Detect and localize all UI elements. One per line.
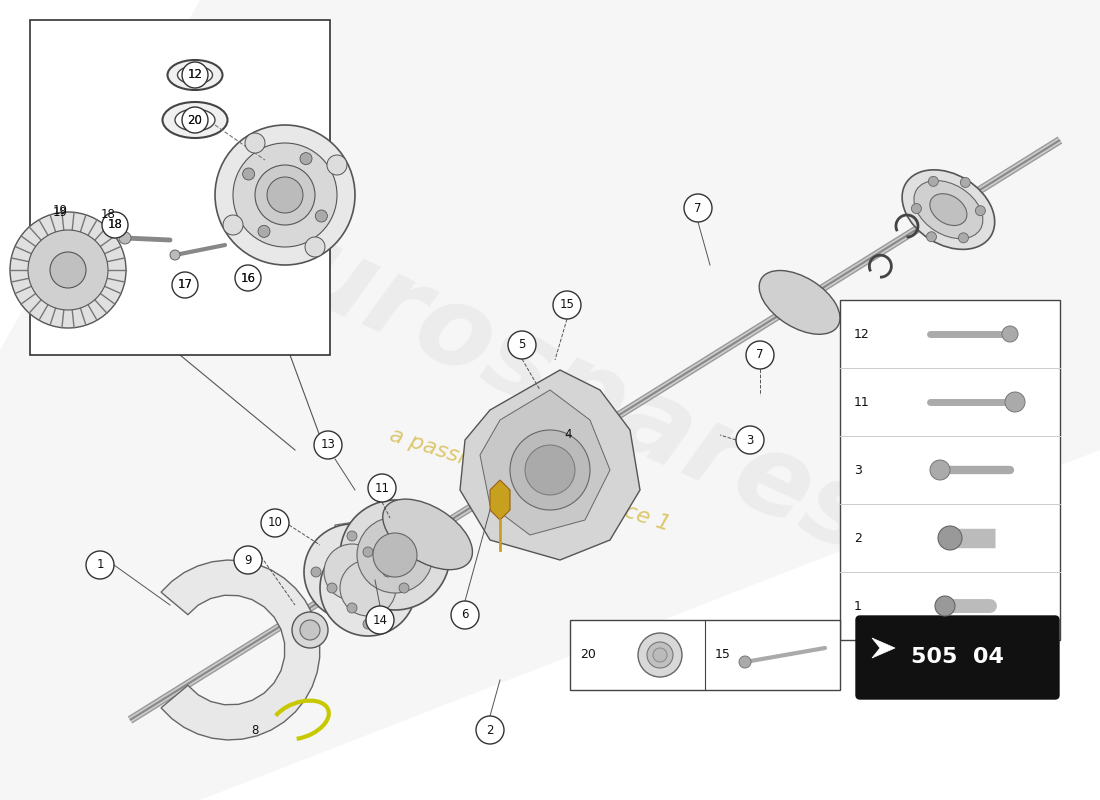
Circle shape	[102, 212, 128, 238]
Circle shape	[638, 633, 682, 677]
Text: 3: 3	[854, 463, 862, 477]
Circle shape	[930, 460, 950, 480]
Circle shape	[10, 212, 126, 328]
Circle shape	[243, 168, 254, 180]
Polygon shape	[460, 370, 640, 560]
Circle shape	[358, 517, 433, 593]
Circle shape	[553, 291, 581, 319]
Circle shape	[739, 656, 751, 668]
Circle shape	[119, 232, 131, 244]
Bar	[570, 620, 840, 690]
Circle shape	[236, 267, 258, 289]
Text: 19: 19	[53, 203, 67, 217]
Circle shape	[258, 226, 270, 238]
Text: 20: 20	[188, 114, 202, 126]
Circle shape	[314, 431, 342, 459]
Ellipse shape	[167, 60, 222, 90]
Circle shape	[340, 500, 450, 610]
Circle shape	[261, 509, 289, 537]
Circle shape	[383, 567, 393, 577]
Circle shape	[653, 648, 667, 662]
Circle shape	[235, 265, 261, 291]
Circle shape	[926, 232, 936, 242]
Text: 8: 8	[251, 723, 258, 737]
FancyBboxPatch shape	[856, 616, 1059, 699]
Text: 18: 18	[108, 218, 122, 231]
Circle shape	[245, 133, 265, 153]
Text: 18: 18	[108, 218, 122, 231]
Circle shape	[267, 177, 303, 213]
Text: 4: 4	[564, 429, 572, 442]
Circle shape	[476, 716, 504, 744]
Text: 14: 14	[373, 614, 387, 626]
Circle shape	[183, 108, 207, 132]
Text: 17: 17	[177, 278, 192, 291]
Text: 7: 7	[694, 202, 702, 214]
Circle shape	[172, 272, 198, 298]
Text: 12: 12	[187, 69, 202, 82]
Circle shape	[234, 546, 262, 574]
Circle shape	[304, 524, 400, 620]
Circle shape	[255, 165, 315, 225]
Circle shape	[912, 203, 922, 214]
Circle shape	[50, 252, 86, 288]
Circle shape	[324, 544, 380, 600]
Circle shape	[736, 426, 764, 454]
Text: eurospares: eurospares	[209, 183, 891, 577]
Text: 10: 10	[267, 517, 283, 530]
Text: 11: 11	[374, 482, 389, 494]
Circle shape	[28, 230, 108, 310]
Circle shape	[340, 560, 396, 616]
Ellipse shape	[383, 499, 473, 570]
Circle shape	[510, 430, 590, 510]
Circle shape	[86, 551, 114, 579]
Circle shape	[525, 445, 575, 495]
Circle shape	[928, 176, 938, 186]
Text: 9: 9	[244, 554, 252, 566]
Text: 15: 15	[560, 298, 574, 311]
Text: 1: 1	[854, 599, 862, 613]
Text: 12: 12	[854, 327, 870, 341]
Circle shape	[373, 533, 417, 577]
Circle shape	[746, 341, 774, 369]
Text: 15: 15	[715, 649, 730, 662]
Text: 3: 3	[746, 434, 754, 446]
Circle shape	[320, 540, 416, 636]
Text: 2: 2	[486, 723, 494, 737]
Circle shape	[182, 62, 208, 88]
Polygon shape	[161, 560, 320, 740]
Circle shape	[451, 601, 478, 629]
Circle shape	[327, 583, 337, 593]
Circle shape	[346, 531, 358, 541]
Circle shape	[363, 619, 373, 629]
Text: 19: 19	[53, 206, 67, 218]
Ellipse shape	[177, 66, 212, 84]
Polygon shape	[330, 515, 425, 610]
Text: a passion for parts since 1: a passion for parts since 1	[387, 425, 673, 535]
Text: 20: 20	[188, 114, 202, 126]
Circle shape	[214, 125, 355, 265]
Polygon shape	[490, 480, 510, 520]
Circle shape	[508, 331, 536, 359]
Circle shape	[647, 642, 673, 668]
Text: 6: 6	[461, 609, 469, 622]
Circle shape	[960, 178, 970, 187]
Text: 16: 16	[241, 271, 255, 285]
Circle shape	[938, 526, 962, 550]
Circle shape	[327, 155, 346, 175]
Ellipse shape	[163, 102, 228, 138]
Circle shape	[182, 107, 208, 133]
Bar	[30, 20, 330, 355]
Circle shape	[233, 143, 337, 247]
Polygon shape	[872, 638, 895, 658]
Ellipse shape	[759, 270, 840, 334]
Bar	[840, 300, 1060, 640]
Text: 17: 17	[177, 278, 192, 291]
Circle shape	[399, 583, 409, 593]
Circle shape	[976, 206, 986, 216]
Text: 7: 7	[757, 349, 763, 362]
Circle shape	[300, 620, 320, 640]
Circle shape	[292, 612, 328, 648]
Circle shape	[311, 567, 321, 577]
